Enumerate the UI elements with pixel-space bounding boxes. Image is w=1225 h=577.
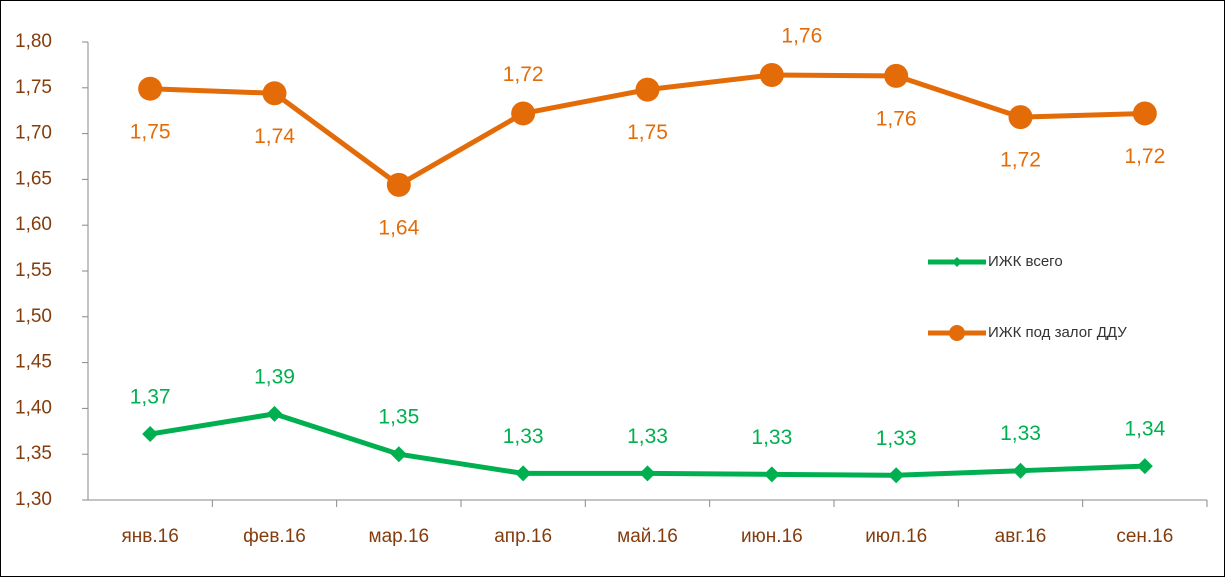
data-label: 1,76 <box>781 25 822 48</box>
y-tick-label: 1,50 <box>15 306 52 327</box>
data-point <box>390 446 407 463</box>
data-point <box>386 172 411 197</box>
y-tick-label: 1,45 <box>15 352 52 373</box>
data-point <box>262 81 287 106</box>
data-label: 1,64 <box>378 216 419 239</box>
data-label: 1,33 <box>751 426 792 449</box>
data-point <box>511 101 536 126</box>
data-point <box>266 405 283 422</box>
x-tick-label: янв.16 <box>122 526 179 547</box>
data-point <box>515 465 532 482</box>
x-tick-label: фев.16 <box>243 526 306 547</box>
data-point <box>763 466 780 483</box>
data-point <box>1008 105 1033 130</box>
data-label: 1,76 <box>876 107 917 130</box>
legend-marker <box>949 325 965 341</box>
data-point <box>138 76 163 101</box>
data-point <box>1012 462 1029 479</box>
legend-label: ИЖК под залог ДДУ <box>988 324 1127 341</box>
data-point <box>759 62 784 87</box>
legend-label: ИЖК всего <box>988 253 1063 270</box>
legend-marker <box>952 257 962 267</box>
data-point <box>639 465 656 482</box>
data-label: 1,72 <box>503 63 544 86</box>
data-point <box>1132 101 1157 126</box>
data-point <box>888 467 905 484</box>
data-point <box>142 426 159 443</box>
y-tick-label: 1,65 <box>15 168 52 189</box>
x-tick-label: июл.16 <box>865 526 927 547</box>
y-tick-label: 1,75 <box>15 77 52 98</box>
x-tick-label: мар.16 <box>369 526 430 547</box>
y-tick-label: 1,40 <box>15 397 52 418</box>
y-tick-label: 1,70 <box>15 123 52 144</box>
y-tick-label: 1,55 <box>15 260 52 281</box>
data-label: 1,37 <box>130 386 171 409</box>
x-tick-label: авг.16 <box>995 526 1047 547</box>
data-label: 1,72 <box>1000 149 1041 172</box>
data-label: 1,75 <box>130 120 171 143</box>
x-tick-label: май.16 <box>617 526 678 547</box>
y-tick-label: 1,60 <box>15 214 52 235</box>
y-tick-label: 1,30 <box>15 489 52 510</box>
y-tick-label: 1,35 <box>15 443 52 464</box>
data-label: 1,35 <box>378 406 419 429</box>
x-tick-label: апр.16 <box>494 526 552 547</box>
data-label: 1,72 <box>1124 145 1165 168</box>
data-label: 1,33 <box>503 425 544 448</box>
x-tick-label: сен.16 <box>1116 526 1173 547</box>
data-label: 1,33 <box>627 425 668 448</box>
data-label: 1,39 <box>254 365 295 388</box>
data-point <box>884 63 909 88</box>
data-point <box>635 77 660 102</box>
x-tick-label: июн.16 <box>741 526 803 547</box>
data-point <box>1136 458 1153 475</box>
data-label: 1,74 <box>254 125 295 148</box>
data-label: 1,75 <box>627 121 668 144</box>
data-label: 1,34 <box>1124 418 1165 441</box>
y-tick-label: 1,80 <box>15 31 52 52</box>
data-label: 1,33 <box>876 427 917 450</box>
data-label: 1,33 <box>1000 422 1041 445</box>
